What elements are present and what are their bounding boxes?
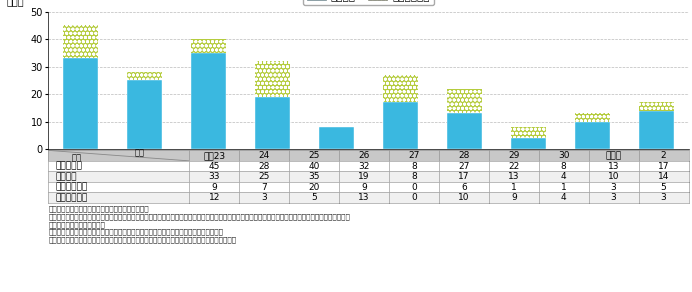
Text: うち対立抗争: うち対立抗争 [55,183,88,192]
Text: 5: 5 [311,193,317,202]
Text: 14: 14 [658,172,669,181]
Text: 2: 2 [661,151,666,160]
Text: 7: 7 [262,183,267,192]
Bar [127,80,162,149]
Text: 6: 6 [461,183,466,192]
Bar [63,58,98,149]
Text: 17: 17 [658,162,669,171]
Text: 24: 24 [259,151,270,160]
Text: 3: 3 [661,193,666,202]
Text: その他・不明: その他・不明 [55,193,88,202]
Text: 19: 19 [358,172,370,181]
Text: 13: 13 [358,193,370,202]
Text: 0: 0 [411,183,417,192]
Bar [639,111,674,149]
Bar [383,102,418,149]
Text: 30: 30 [558,151,570,160]
Text: 8: 8 [561,162,567,171]
Bar [639,102,674,111]
Text: 13: 13 [508,172,520,181]
Text: 32: 32 [358,162,370,171]
Text: 8: 8 [411,172,417,181]
Text: 5: 5 [661,183,666,192]
Text: 25: 25 [309,151,320,160]
Text: 27: 27 [408,151,419,160]
Text: 4: 4 [561,193,567,202]
Text: 28: 28 [259,162,270,171]
Bar [511,127,546,138]
Text: 9: 9 [211,183,217,192]
Bar [127,72,162,80]
Text: 9: 9 [361,183,367,192]
Text: 33: 33 [208,172,220,181]
Text: 13: 13 [608,162,619,171]
Text: 8: 8 [411,162,417,171]
Bar [191,53,226,149]
Text: 27: 27 [458,162,470,171]
Text: 45: 45 [208,162,220,171]
Text: 総数（件）: 総数（件） [55,162,82,171]
Text: 区分: 区分 [71,154,82,162]
Text: 10: 10 [458,193,470,202]
Text: 0: 0 [411,193,417,202]
Text: 40: 40 [309,162,320,171]
Text: 年次: 年次 [135,149,145,158]
Text: 暴力団等: 暴力団等 [55,172,77,181]
Text: 4: 4 [561,172,567,181]
Text: 9: 9 [511,193,517,202]
Text: 1: 1 [561,183,567,192]
Text: 注１：数値は、いずれも令和３年５月末現在のもの
　２：「暴力団等」の欄は、暴力団等によるとみられる銃器発砲事件数を示し、暴力団構成員等による銃器発砲事件数及び暴: 注１：数値は、いずれも令和３年５月末現在のもの ２：「暴力団等」の欄は、暴力団等… [48,206,350,243]
Bar [447,88,482,113]
Bar [511,138,546,149]
Text: 35: 35 [309,172,320,181]
Text: 令和元: 令和元 [606,151,621,160]
Text: 26: 26 [358,151,370,160]
Bar [447,113,482,149]
Text: 12: 12 [208,193,220,202]
Text: 28: 28 [458,151,470,160]
Bar [255,61,290,97]
Text: 22: 22 [508,162,520,171]
Text: 17: 17 [458,172,470,181]
Bar [575,121,610,149]
Bar [191,39,226,53]
Legend: 暴力団等, その他・不明: 暴力団等, その他・不明 [303,0,434,5]
Text: 平成23: 平成23 [203,151,226,160]
Bar [255,97,290,149]
Text: 1: 1 [511,183,517,192]
Text: 29: 29 [508,151,520,160]
Text: 3: 3 [611,193,617,202]
Text: 3: 3 [611,183,617,192]
Bar [319,127,354,149]
Bar [63,25,98,58]
Text: 3: 3 [262,193,267,202]
Text: 20: 20 [309,183,320,192]
Bar [575,113,610,121]
Text: 10: 10 [608,172,619,181]
Bar [383,75,418,102]
Text: 25: 25 [259,172,270,181]
Text: （件）: （件） [7,0,24,6]
